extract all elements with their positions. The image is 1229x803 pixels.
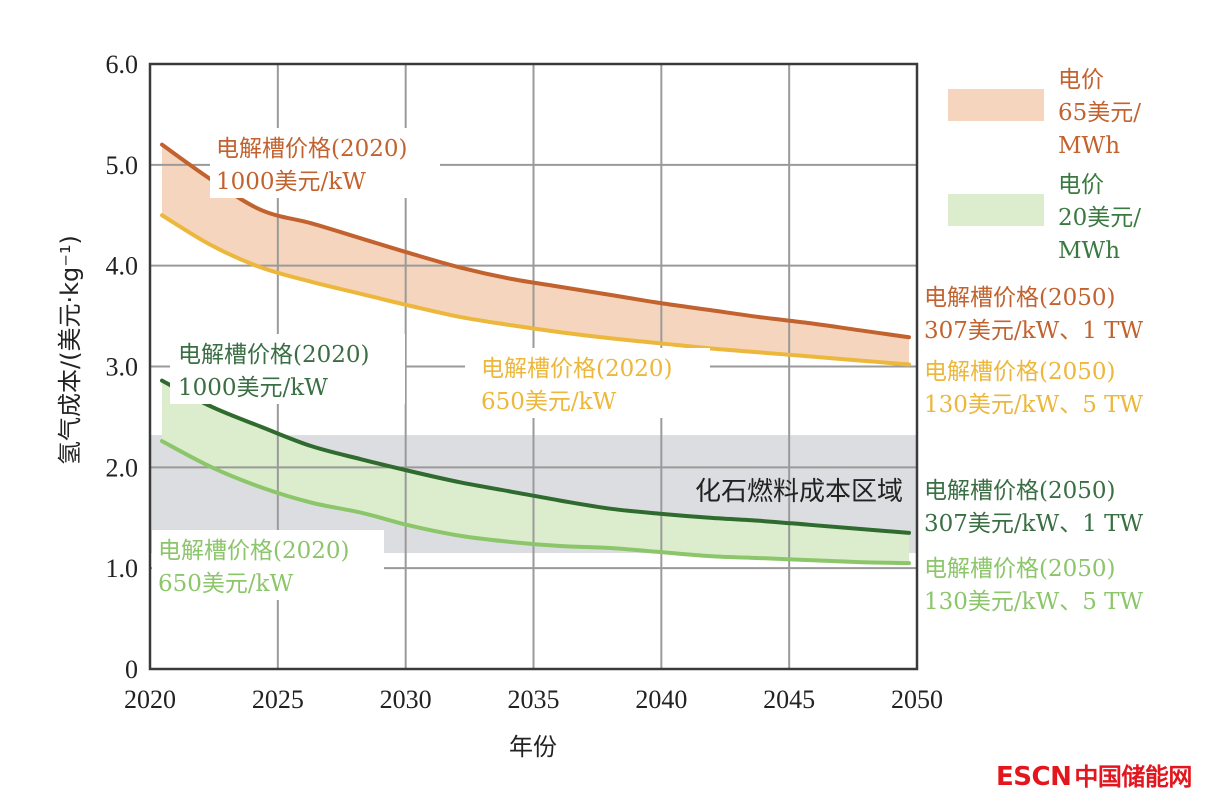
legend-swatch-0 (948, 89, 1044, 121)
annotation-orange-dark-2020: 1000美元/kW (216, 169, 366, 195)
tick-label-layer: 2020 2025 2030 2035 2040 2045 2050 0 1.0 2.0 3.0 4.… (106, 50, 944, 714)
series-line-2 (160, 378, 911, 535)
band-0 (162, 144, 909, 365)
plot-frame (148, 62, 919, 671)
annotation-green-light-2020: 电解槽价格(2020) (158, 538, 349, 564)
annotation-orange-light-2020: 650美元/kW (481, 389, 617, 415)
y-tick-label: 3.0 (106, 353, 139, 382)
x-tick-label: 2025 (252, 685, 304, 714)
legend-label-1: MWh (1058, 238, 1120, 264)
escn-watermark-logo: ESCN 中国储能网 (996, 757, 1192, 792)
annotation-green-dark-2050: 307美元/kW、1 TW (924, 511, 1144, 537)
annotation-orange-dark-2020: 电解槽价格(2020) (216, 136, 407, 162)
y-tick-label: 6.0 (106, 50, 139, 79)
x-tick-label: 2040 (635, 685, 687, 714)
series-line-layer (160, 142, 911, 566)
annotation-green-light-2050: 电解槽价格(2050) (924, 556, 1115, 582)
band-layer (162, 144, 909, 564)
x-axis-title: 年份 (509, 733, 557, 761)
annotation-orange-dark-2050: 电解槽价格(2050) (924, 285, 1115, 311)
annotation-green-dark-2020: 1000美元/kW (178, 375, 328, 401)
legend-label-0: 65美元/ (1058, 100, 1141, 126)
annotation-background (152, 530, 384, 600)
annotation-orange-light-2050: 130美元/kW、5 TW (924, 392, 1144, 418)
annotation-orange-dark-2050: 307美元/kW、1 TW (924, 318, 1144, 344)
series-line-1 (160, 213, 911, 367)
annotation-background (465, 348, 710, 418)
annotation-background (210, 128, 440, 198)
series-line-0 (160, 142, 911, 340)
y-tick-label: 4.0 (106, 252, 139, 281)
series-line-3 (160, 439, 911, 566)
annotation-green-dark-2050: 电解槽价格(2050) (924, 478, 1115, 504)
y-tick-label: 0 (125, 655, 138, 684)
annotation-green-light-2050: 130美元/kW、5 TW (924, 589, 1144, 615)
x-tick-label: 2030 (380, 685, 432, 714)
y-tick-label: 5.0 (106, 151, 139, 180)
legend-label-1: 电价 (1058, 172, 1104, 198)
legend-swatch-1 (948, 194, 1044, 226)
y-tick-label: 2.0 (106, 453, 139, 482)
band-1 (162, 380, 909, 564)
x-tick-label: 2035 (508, 685, 560, 714)
annotation-orange-light-2020: 电解槽价格(2020) (481, 356, 672, 382)
y-tick-label: 1.0 (106, 554, 139, 583)
legend-label-0: 电价 (1058, 67, 1104, 93)
x-tick-label: 2020 (124, 685, 176, 714)
annotation-green-dark-2020: 电解槽价格(2020) (178, 342, 369, 368)
plot-border (148, 62, 919, 671)
legend-label-1: 20美元/ (1058, 205, 1141, 231)
watermark-brand: ESCN (996, 762, 1072, 792)
annotation-layer: 电解槽价格(2020) 1000美元/kW 电解槽价格(2020) 650美元/kW 电… (152, 67, 1144, 615)
x-tick-label: 2050 (891, 685, 943, 714)
annotation-background (170, 334, 405, 404)
fossil-fuel-region-label: 化石燃料成本区域 (695, 477, 903, 507)
x-tick-label: 2045 (763, 685, 815, 714)
annotation-green-light-2020: 650美元/kW (158, 571, 294, 597)
annotation-orange-light-2050: 电解槽价格(2050) (924, 359, 1115, 385)
legend-label-0: MWh (1058, 133, 1120, 159)
y-axis-title: 氢气成本/(美元·kg⁻¹) (56, 235, 84, 465)
watermark-name: 中国储能网 (1074, 763, 1192, 791)
